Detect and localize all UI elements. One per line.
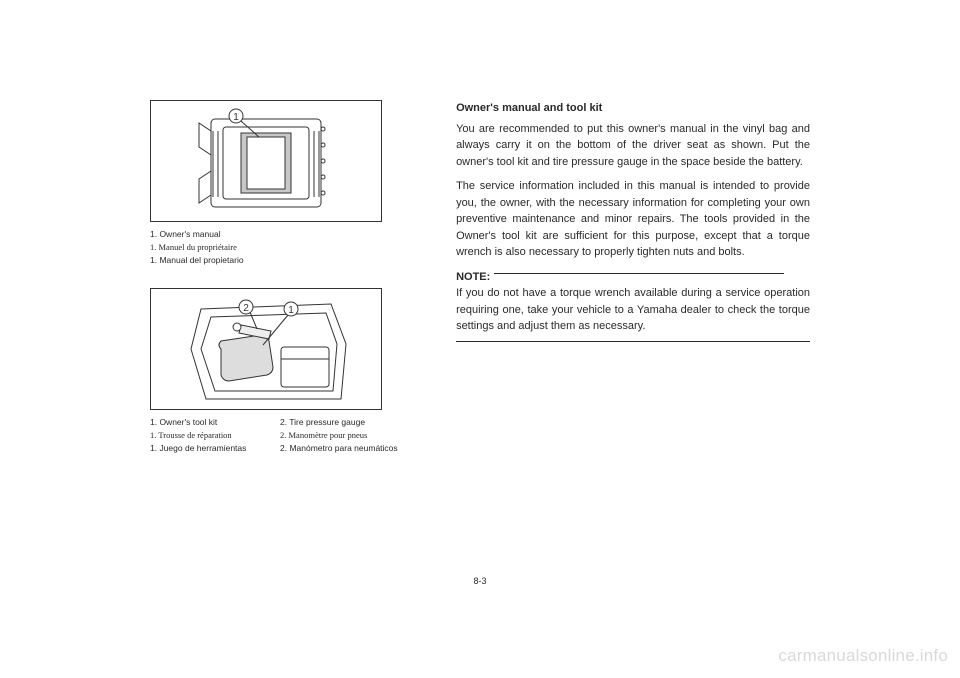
legend1-fr: 1. Manuel du propriétaire — [150, 241, 436, 254]
note-label: NOTE: — [456, 271, 490, 283]
watermark: carmanualsonline.info — [778, 646, 948, 666]
note-text: If you do not have a torque wrench avail… — [456, 285, 810, 335]
left-column: 1 1. Owner's manual 1. Manuel du proprié… — [150, 100, 436, 570]
legend1-en: 1. Owner's manual — [150, 228, 436, 241]
legend1-es: 1. Manual del propietario — [150, 254, 436, 267]
legend2-col2-en: 2. Tire pressure gauge — [280, 416, 365, 429]
figure-tool-kit: 2 1 — [150, 288, 382, 410]
figure2-legend: 1. Owner's tool kit 2. Tire pressure gau… — [150, 416, 436, 454]
legend2-col1-en: 1. Owner's tool kit — [150, 416, 280, 429]
legend2-col2-fr: 2. Manomètre pour pneus — [280, 429, 367, 442]
section-heading: Owner's manual and tool kit — [456, 100, 810, 117]
paragraph-1: You are recommended to put this owner's … — [456, 121, 810, 171]
legend2-col1-fr: 1. Trousse de réparation — [150, 429, 280, 442]
figure-owners-manual: 1 — [150, 100, 382, 222]
note-leader-rule — [494, 273, 784, 274]
note-end-rule — [456, 341, 810, 342]
owners-manual-illustration: 1 — [151, 101, 381, 221]
callout-2-label: 2 — [243, 303, 249, 314]
right-column: Owner's manual and tool kit You are reco… — [436, 100, 810, 570]
legend2-col1-es: 1. Juego de herramientas — [150, 442, 280, 455]
legend2-col2-es: 2. Manómetro para neumáticos — [280, 442, 398, 455]
callout-1b-label: 1 — [288, 305, 294, 316]
manual-page: 1 1. Owner's manual 1. Manuel du proprié… — [150, 100, 810, 570]
tool-kit-illustration: 2 1 — [151, 289, 381, 409]
callout-1-label: 1 — [233, 112, 239, 123]
paragraph-2: The service information included in this… — [456, 178, 810, 261]
page-number: 8-3 — [473, 576, 486, 586]
figure1-legend: 1. Owner's manual 1. Manuel du propriéta… — [150, 228, 436, 266]
note-block: NOTE: — [456, 269, 810, 286]
